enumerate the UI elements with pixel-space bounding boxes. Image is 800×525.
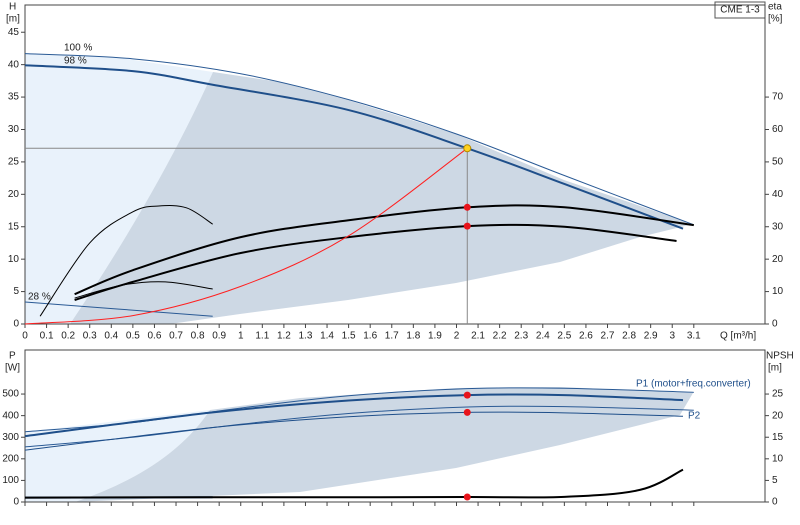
x-tick-label: 1.4: [320, 331, 334, 342]
x-tick-label: 0.9: [212, 331, 226, 342]
x-tick-label: 3.1: [687, 331, 701, 342]
x-tick-label: 3: [669, 331, 675, 342]
x-tick-label: 2.6: [579, 331, 593, 342]
y2-tick-label: 15: [772, 432, 784, 443]
operating-point: [464, 145, 471, 152]
y-tick-label: 35: [8, 92, 20, 103]
series-label: 28 %: [28, 292, 51, 303]
chart-title: CME 1-3: [720, 5, 760, 16]
operating-point: [464, 204, 471, 211]
x-tick-label: 2.4: [536, 331, 550, 342]
y2-tick-label: 20: [772, 410, 784, 421]
x-tick-label: 2.1: [471, 331, 485, 342]
y-tick-label: 0: [13, 497, 19, 508]
x-tick-label: 0.3: [83, 331, 97, 342]
y2-tick-label: 25: [772, 389, 784, 400]
x-tick-label: 2.3: [514, 331, 528, 342]
x-tick-label: 1.5: [342, 331, 356, 342]
x-tick-label: 1.9: [428, 331, 442, 342]
y-tick-label: 10: [8, 254, 20, 265]
series-label: P1 (motor+freq.converter): [636, 379, 751, 390]
y-tick-label: 100: [2, 475, 19, 486]
y-axis-label: P: [9, 351, 16, 362]
y2-axis-label: eta: [768, 2, 782, 13]
y2-axis-unit: [%]: [768, 14, 783, 25]
y-tick-label: 15: [8, 221, 20, 232]
y2-tick-label: 10: [772, 286, 784, 297]
y2-tick-label: 20: [772, 254, 784, 265]
y2-tick-label: 0: [772, 319, 778, 330]
x-tick-label: 1.8: [406, 331, 420, 342]
y2-axis-unit: [m]: [768, 363, 782, 374]
x-tick-label: 0.4: [104, 331, 118, 342]
x-tick-label: 1.2: [277, 331, 291, 342]
x-tick-label: 1.1: [255, 331, 269, 342]
x-tick-label: 0: [22, 331, 28, 342]
y-tick-label: 0: [13, 319, 19, 330]
series-label: 100 %: [64, 43, 92, 54]
y-tick-label: 200: [2, 453, 19, 464]
y2-tick-label: 30: [772, 221, 784, 232]
x-tick-label: 1.7: [385, 331, 399, 342]
y2-tick-label: 40: [772, 189, 784, 200]
operating-point: [464, 409, 471, 416]
operating-point: [464, 392, 471, 399]
x-tick-label: 2.8: [622, 331, 636, 342]
x-tick-label: 2.5: [557, 331, 571, 342]
operating-point: [464, 494, 471, 501]
y2-tick-label: 0: [772, 497, 778, 508]
y2-tick-label: 5: [772, 475, 778, 486]
y2-tick-label: 60: [772, 124, 784, 135]
y-tick-label: 20: [8, 189, 20, 200]
y-axis-unit: [W]: [5, 363, 20, 374]
operating-range: [25, 53, 693, 502]
y-tick-label: 45: [8, 27, 20, 38]
y2-tick-label: 50: [772, 157, 784, 168]
y-tick-label: 25: [8, 157, 20, 168]
x-tick-label: 1: [238, 331, 244, 342]
y-tick-label: 40: [8, 59, 20, 70]
operating-point: [464, 223, 471, 230]
y2-axis-label: NPSH: [766, 351, 794, 362]
x-tick-label: 0.7: [169, 331, 183, 342]
y-tick-label: 500: [2, 389, 19, 400]
y-tick-label: 300: [2, 432, 19, 443]
series-label: P2: [688, 411, 701, 422]
x-tick-label: 0.8: [191, 331, 205, 342]
x-tick-label: 1.6: [363, 331, 377, 342]
x-tick-label: 0.1: [40, 331, 54, 342]
y-axis-unit: [m]: [6, 14, 20, 25]
y2-tick-label: 70: [772, 92, 784, 103]
x-tick-label: 1.3: [299, 331, 313, 342]
series-label: 98 %: [64, 56, 87, 67]
y2-tick-label: 10: [772, 453, 784, 464]
x-tick-label: 0.6: [147, 331, 161, 342]
x-tick-label: 2.9: [644, 331, 658, 342]
x-tick-label: 2.2: [493, 331, 507, 342]
x-tick-label: 0.2: [61, 331, 75, 342]
x-tick-label: 0.5: [126, 331, 140, 342]
y-axis-label: H: [9, 2, 16, 13]
x-tick-label: 2: [454, 331, 460, 342]
y-tick-label: 30: [8, 124, 20, 135]
y-tick-label: 5: [13, 286, 19, 297]
x-tick-label: 2.7: [601, 331, 615, 342]
x-axis-label: Q [m³/h]: [720, 331, 756, 342]
y-tick-label: 400: [2, 410, 19, 421]
